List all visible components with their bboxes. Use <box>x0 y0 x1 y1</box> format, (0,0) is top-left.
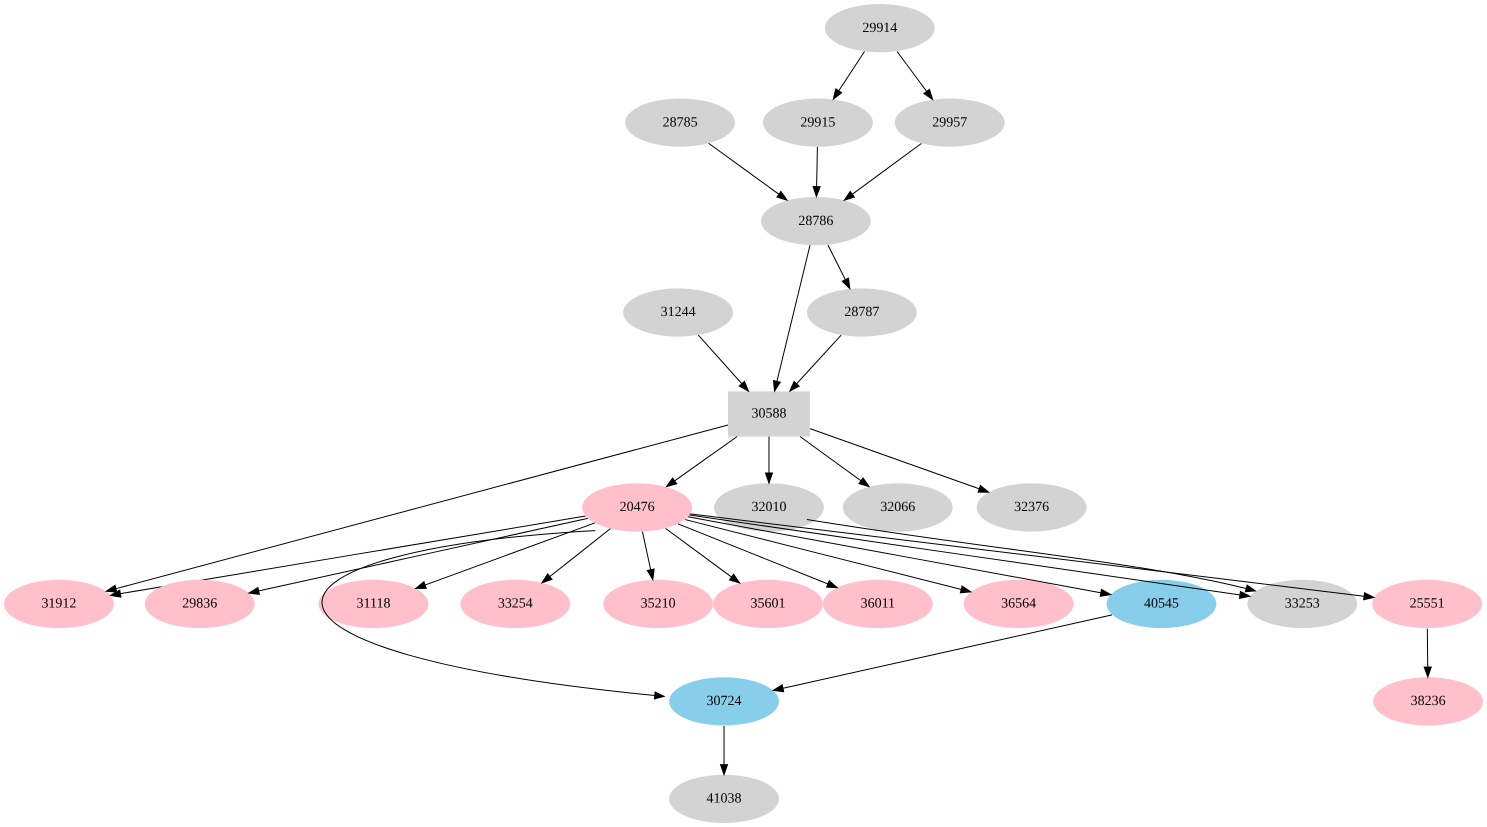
svg-text:30588: 30588 <box>751 407 786 422</box>
svg-text:33254: 33254 <box>498 597 533 612</box>
svg-text:36011: 36011 <box>861 597 895 612</box>
svg-text:32066: 32066 <box>880 500 915 515</box>
svg-text:28786: 28786 <box>798 214 833 229</box>
svg-text:35601: 35601 <box>750 597 785 612</box>
svg-text:30724: 30724 <box>707 694 742 709</box>
svg-text:29836: 29836 <box>182 597 217 612</box>
svg-text:31118: 31118 <box>357 597 391 612</box>
svg-text:31244: 31244 <box>661 305 696 320</box>
svg-text:25551: 25551 <box>1410 597 1445 612</box>
svg-text:28787: 28787 <box>844 305 879 320</box>
svg-text:29914: 29914 <box>862 21 897 36</box>
svg-text:31912: 31912 <box>41 597 76 612</box>
svg-text:41038: 41038 <box>707 792 742 807</box>
svg-text:36564: 36564 <box>1001 597 1036 612</box>
svg-text:32010: 32010 <box>751 500 786 515</box>
svg-text:29915: 29915 <box>800 115 835 130</box>
svg-text:28785: 28785 <box>663 115 698 130</box>
svg-text:38236: 38236 <box>1411 694 1446 709</box>
svg-text:40545: 40545 <box>1144 597 1179 612</box>
svg-text:20476: 20476 <box>620 500 655 515</box>
svg-text:32376: 32376 <box>1014 500 1049 515</box>
svg-text:35210: 35210 <box>641 597 676 612</box>
svg-text:29957: 29957 <box>932 115 967 130</box>
svg-text:33253: 33253 <box>1285 597 1320 612</box>
